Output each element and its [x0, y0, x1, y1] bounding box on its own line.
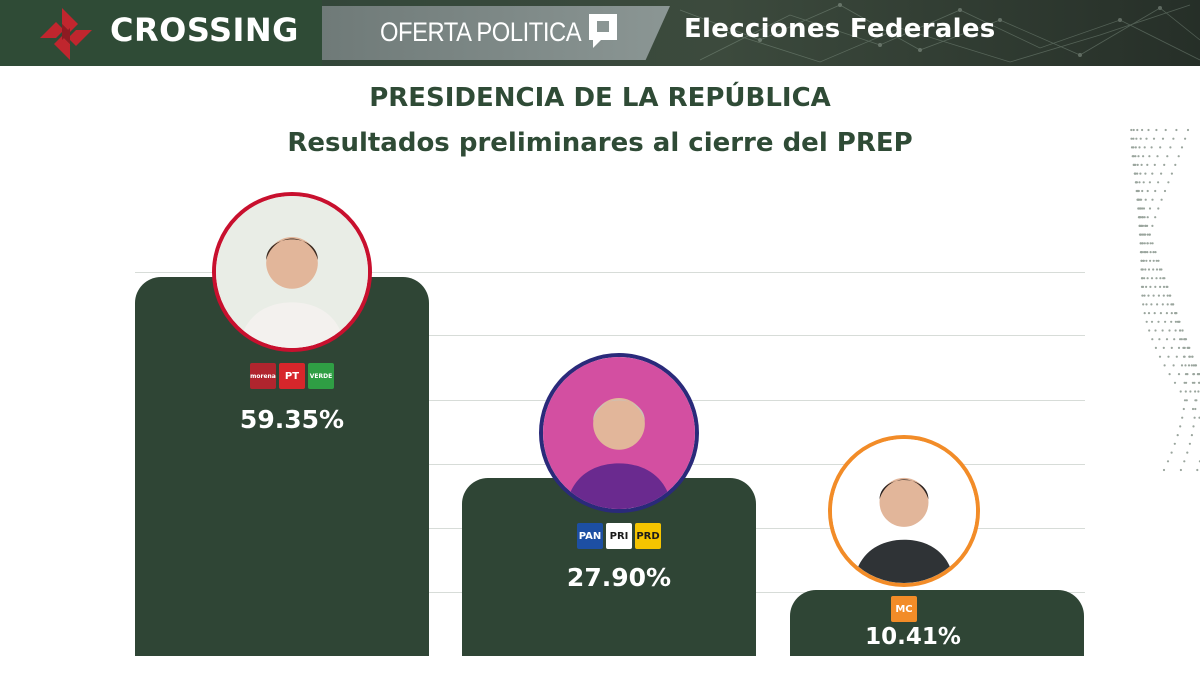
speech-bubble-icon — [589, 14, 617, 48]
party-logo-mc-icon: MC — [891, 596, 917, 622]
candidate-photo-3 — [828, 435, 980, 587]
gridline — [135, 272, 1085, 273]
page-title: PRESIDENCIA DE LA REPÚBLICA — [369, 83, 831, 113]
party-logo-label: PT — [284, 370, 300, 382]
page-subtitle: Resultados preliminares al cierre del PR… — [287, 128, 913, 158]
party-logo-label: VERDE — [309, 372, 333, 380]
party-logo-label: PAN — [578, 530, 602, 542]
gridline — [135, 335, 1085, 336]
party-logo-label: PRD — [636, 530, 660, 542]
percent-label-1: 59.35% — [239, 405, 345, 434]
bar-candidate-3 — [790, 589, 1084, 656]
header-band: CROSSING OFERTA POLITICA Elecciones Fede… — [0, 0, 1200, 66]
party-logo-label: PRI — [609, 530, 629, 542]
portrait-illustration — [543, 357, 695, 509]
party-logo-pt-icon: PT — [279, 363, 305, 389]
party-logo-pan-icon: PAN — [577, 523, 603, 549]
party-logo-verde-icon: VERDE — [308, 363, 334, 389]
candidate-photo-1 — [212, 192, 372, 352]
header-title: Elecciones Federales — [684, 14, 996, 44]
party-logo-label: morena — [250, 372, 276, 380]
crossing-logo-icon — [40, 8, 92, 60]
dotted-wave-decoration — [1130, 128, 1200, 472]
candidate-photo-2 — [539, 353, 699, 513]
percent-label-3: 10.41% — [865, 624, 961, 650]
party-logo-prd-icon: PRD — [635, 523, 661, 549]
party-logo-label: MC — [895, 603, 913, 615]
portrait-illustration — [216, 196, 368, 348]
party-logo-pri-icon: PRI — [606, 523, 632, 549]
percent-label-2: 27.90% — [566, 563, 672, 592]
party-logo-morena-icon: morena — [250, 363, 276, 389]
portrait-illustration — [832, 439, 976, 583]
brand-name: CROSSING — [110, 11, 299, 49]
section-name: OFERTA POLITICA — [380, 17, 582, 47]
brand-block: CROSSING — [0, 0, 322, 66]
network-mesh-decoration — [679, 3, 1200, 63]
